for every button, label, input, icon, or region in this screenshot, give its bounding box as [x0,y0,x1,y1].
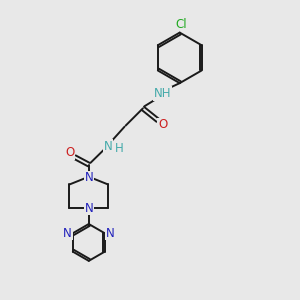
Text: N: N [104,140,112,153]
Text: O: O [158,118,167,131]
Text: O: O [65,146,74,159]
Text: N: N [106,227,115,240]
Text: N: N [84,202,93,215]
Text: Cl: Cl [176,18,187,31]
Text: NH: NH [154,87,172,100]
Text: H: H [115,142,124,155]
Text: N: N [63,227,72,240]
Text: N: N [84,171,93,184]
